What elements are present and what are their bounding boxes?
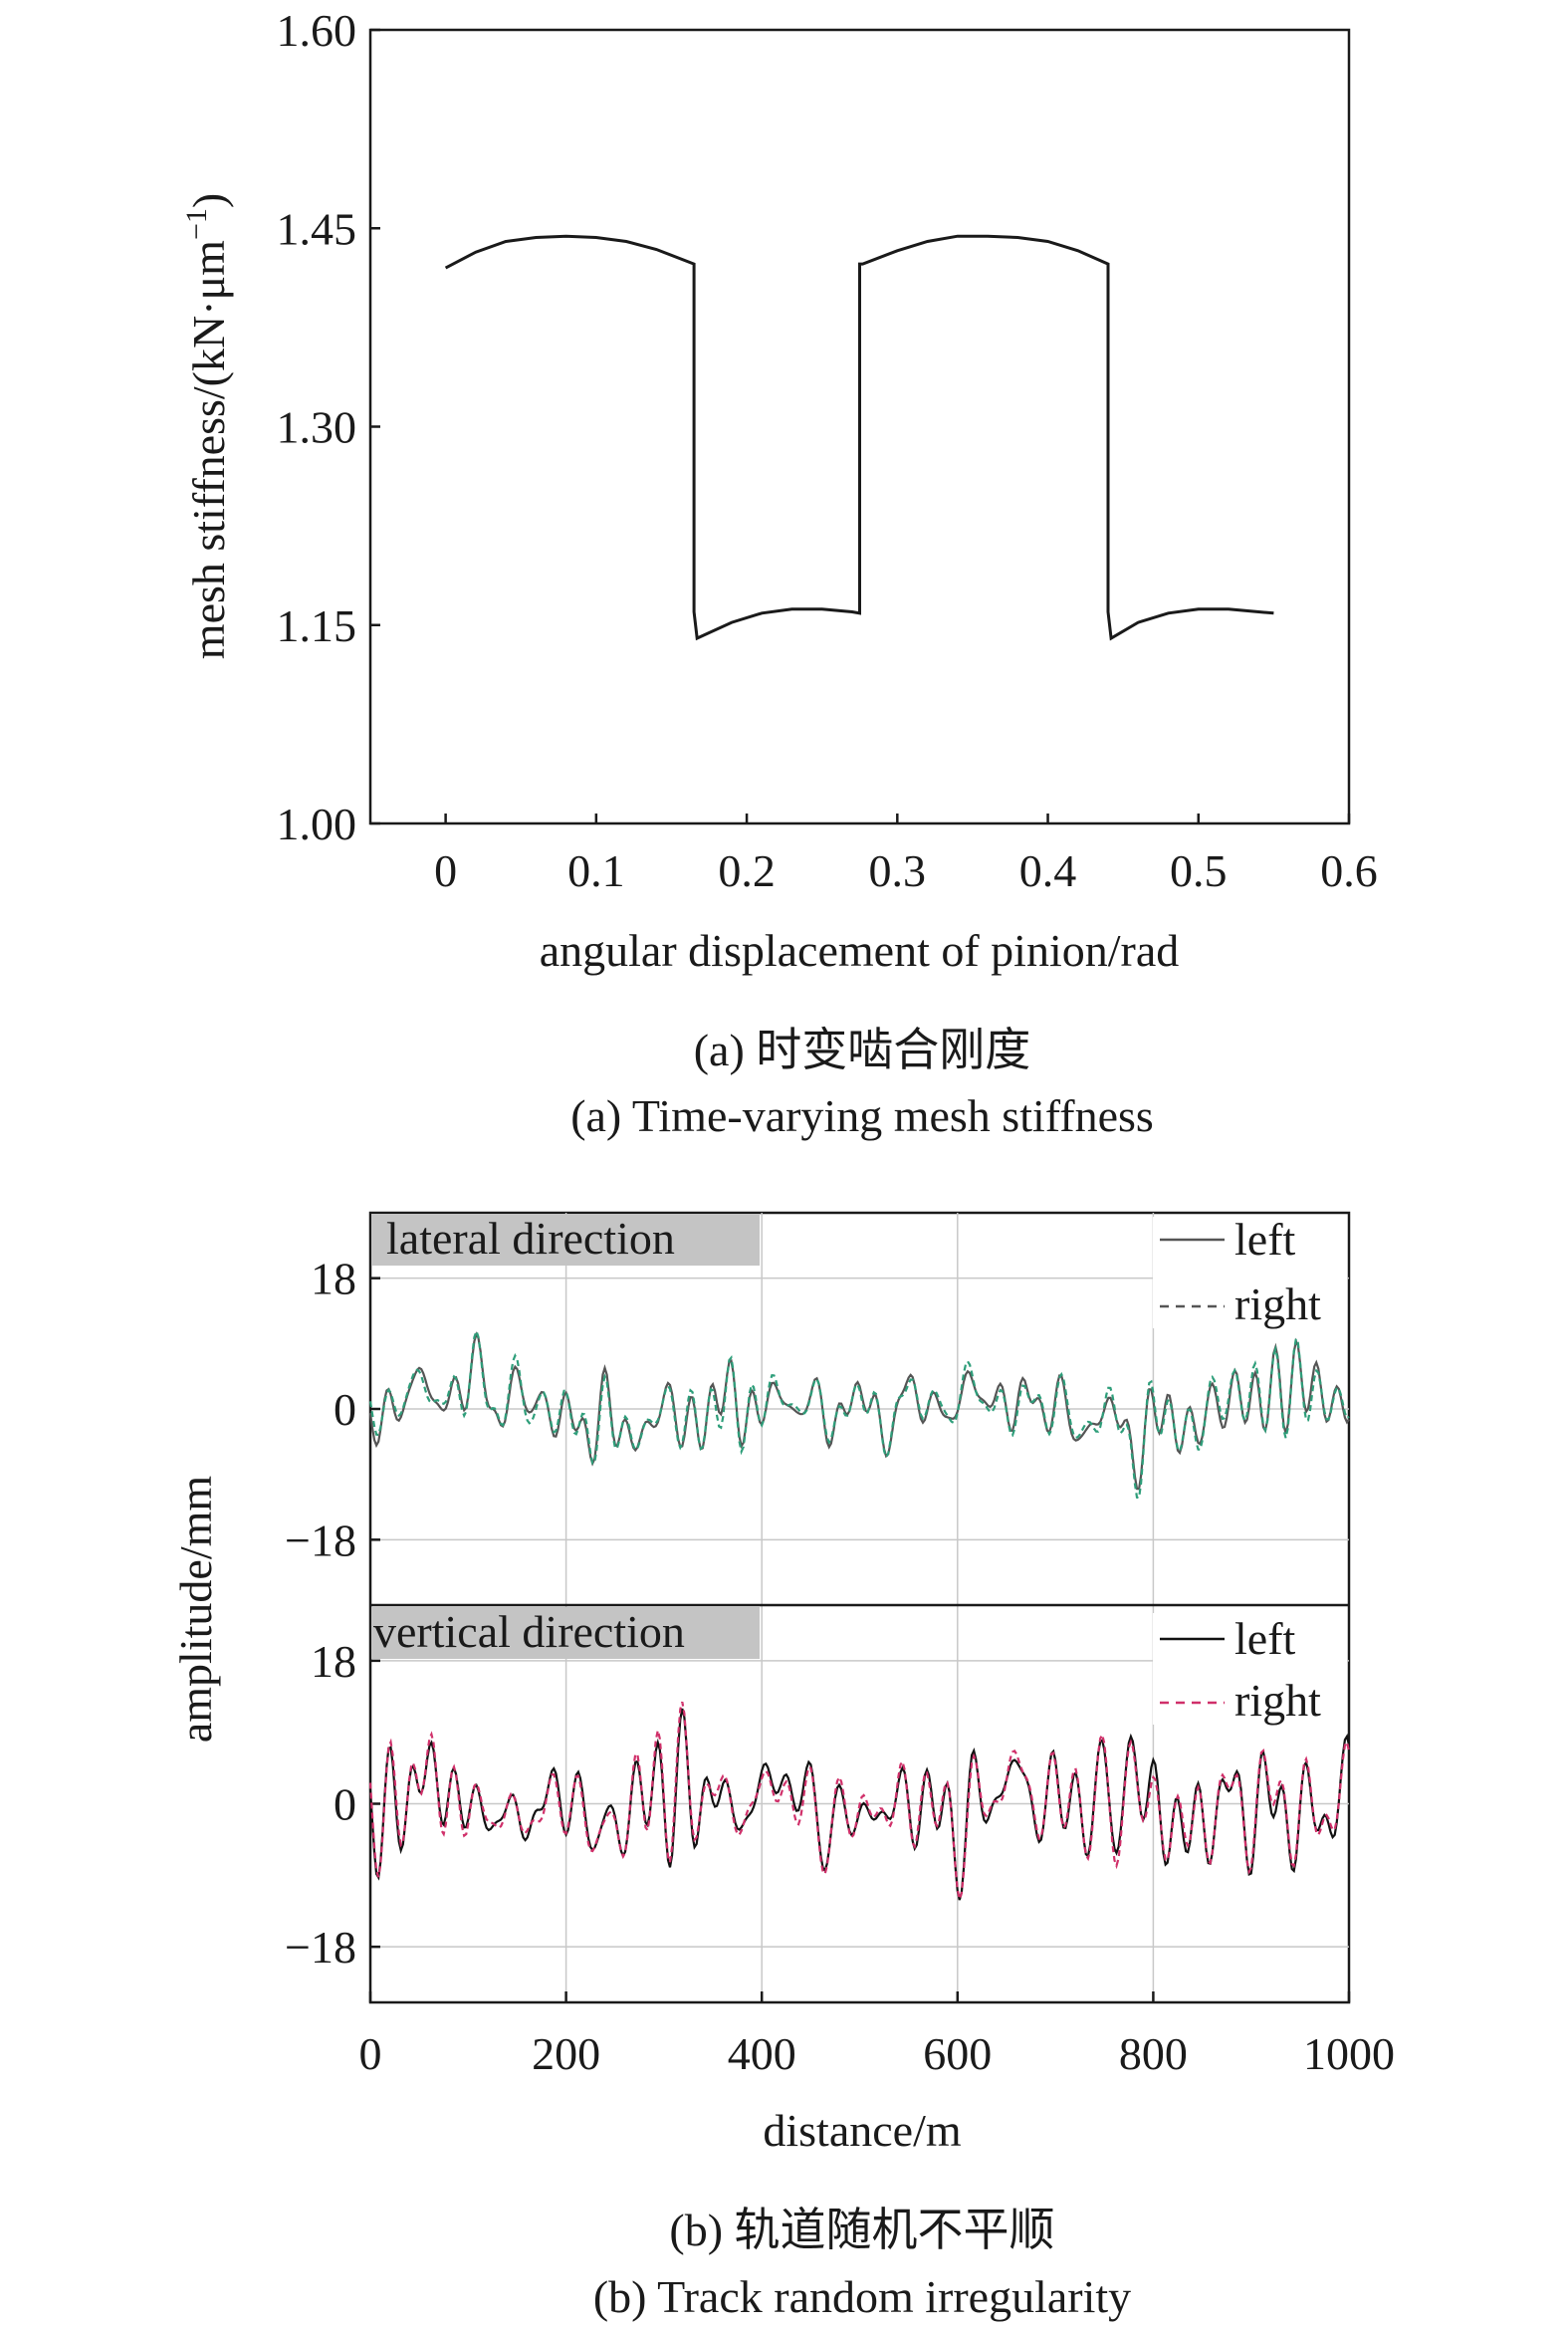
b-ytick-label: 0: [334, 1779, 356, 1830]
b-ytick-label: 18: [311, 1636, 356, 1687]
a-xtick-label: 0: [434, 845, 457, 896]
a-xtick-label: 0.5: [1170, 845, 1228, 896]
legend-vertical-left-label: left: [1234, 1613, 1296, 1664]
chart-b-xlabel: distance/m: [763, 2105, 961, 2156]
b-series-lateral-left: [368, 1331, 1350, 1491]
chart-b-ticks: 0 200 400 600 800 1000 18 0 −18 18 0 −18: [285, 1254, 1395, 2079]
lateral-label: lateral direction: [386, 1213, 675, 1264]
caption-a-en: (a) Time-varying mesh stiffness: [570, 1090, 1154, 1141]
b-ytick-label: −18: [285, 1922, 356, 1973]
a-xtick-label: 0.2: [718, 845, 776, 896]
a-ytick-label: 1.30: [277, 402, 357, 453]
vertical-label-bg: [371, 1607, 760, 1659]
chart-b-plot-frame: [368, 1211, 1351, 2004]
caption-a-cn: (a) 时变啮合刚度: [694, 1025, 1031, 1075]
a-xtick-label: 0.6: [1320, 845, 1378, 896]
a-xtick-label: 0.4: [1019, 845, 1077, 896]
legend-vertical-right-label: right: [1234, 1675, 1321, 1726]
b-ytick-label: −18: [285, 1514, 356, 1565]
a-ytick-label: 1.15: [277, 600, 357, 651]
a-ytick-label: 1.60: [277, 5, 357, 56]
legend-vertical-bg: [1153, 1613, 1347, 1725]
caption-b-cn: (b) 轨道随机不平顺: [669, 2205, 1054, 2255]
a-xtick-label: 0.1: [567, 845, 625, 896]
legend-vertical: left right: [1153, 1613, 1347, 1726]
chart-b: 0 200 400 600 800 1000 18 0 −18 18 0 −18 lateral di…: [170, 1211, 1395, 2322]
b-xtick-label: 1000: [1303, 2028, 1395, 2079]
chart-a-ticks: 0 0.1 0.2 0.3 0.4 0.5 0.6 1.00 1.15 1.30 1.45 1.60: [277, 5, 1378, 896]
a-ytick-label: 1.45: [277, 203, 357, 254]
b-ytick-label: 0: [334, 1384, 356, 1435]
chart-b-series: [368, 1327, 1351, 1904]
chart-a-ylabel: mesh stiffness/(kN·μm−1): [180, 193, 234, 659]
chart-a: 0 0.1 0.2 0.3 0.4 0.5 0.61.001.151.301.451.60 …: [180, 5, 1378, 1141]
a-xtick-label: 0.3: [869, 845, 927, 896]
vertical-label: vertical direction: [373, 1606, 685, 1657]
legend-lateral: left right: [1153, 1214, 1347, 1329]
caption-b-en: (b) Track random irregularity: [593, 2271, 1131, 2322]
chart-a-xlabel: angular displacement of pinion/rad: [540, 925, 1180, 976]
a-series-line: [444, 234, 1274, 641]
b-xtick-label: 0: [359, 2028, 382, 2079]
b-xtick-label: 400: [728, 2028, 796, 2079]
a-ytick-label: 1.00: [277, 799, 357, 849]
b-series-vertical-right: [368, 1701, 1351, 1904]
legend-lateral-left-label: left: [1234, 1214, 1296, 1265]
legend-lateral-right-label: right: [1234, 1279, 1321, 1329]
b-xtick-label: 200: [532, 2028, 600, 2079]
b-series-lateral-right: [368, 1327, 1350, 1500]
chart-b-ylabel: amplitude/mm: [170, 1476, 221, 1744]
b-xtick-label: 600: [923, 2028, 992, 2079]
b-xtick-label: 800: [1119, 2028, 1188, 2079]
b-series-vertical-left: [368, 1708, 1351, 1901]
chart-a-series: [444, 234, 1274, 641]
legend-lateral-bg: [1153, 1217, 1347, 1328]
b-ytick-label: 18: [311, 1254, 356, 1304]
lateral-label-bg: [371, 1214, 760, 1266]
